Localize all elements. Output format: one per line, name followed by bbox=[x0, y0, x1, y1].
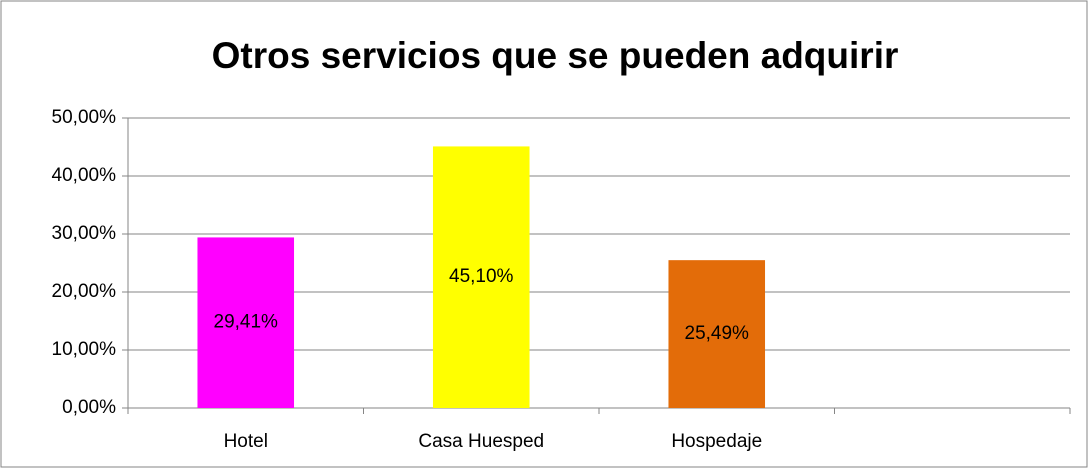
y-tick-label: 10,00% bbox=[52, 339, 117, 360]
chart-title: Otros servicios que se pueden adquirir bbox=[212, 35, 899, 76]
bar bbox=[432, 146, 530, 409]
y-tick-label: 40,00% bbox=[52, 165, 117, 186]
bar bbox=[668, 260, 766, 408]
x-tick-label: Hotel bbox=[224, 431, 268, 452]
y-tick-label: 0,00% bbox=[62, 397, 116, 418]
y-tick-label: 30,00% bbox=[52, 223, 117, 244]
x-tick-label: Casa Huesped bbox=[418, 431, 544, 452]
data-label: 25,49% bbox=[685, 323, 750, 344]
y-tick-label: 50,00% bbox=[52, 107, 117, 128]
data-label: 29,41% bbox=[214, 312, 279, 333]
x-tick-label: Hospedaje bbox=[671, 431, 762, 452]
y-tick-label: 20,00% bbox=[52, 281, 117, 302]
data-label: 45,10% bbox=[449, 266, 514, 287]
bar bbox=[197, 237, 295, 408]
